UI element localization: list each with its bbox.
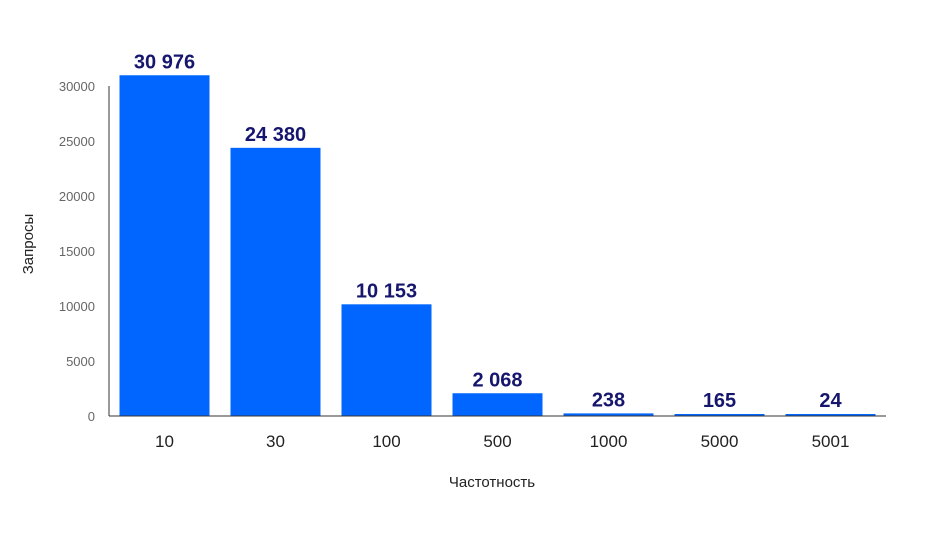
bar-10 [119,75,210,416]
x-tick-label: 5000 [701,432,739,451]
bar-1000 [563,413,654,416]
x-tick-label: 10 [155,432,174,451]
x-tick-label: 30 [266,432,285,451]
bar-100 [341,304,432,416]
data-labels: 30 976 24 380 10 153 2 068 238 165 24 [134,51,843,412]
y-tick-label: 5000 [66,354,95,369]
y-tick-label: 20000 [59,189,95,204]
y-tick-label: 25000 [59,134,95,149]
data-label: 238 [592,389,625,411]
data-label: 2 068 [472,369,522,391]
x-tick-label: 5001 [812,432,850,451]
data-label: 24 380 [245,124,306,146]
bars [119,75,876,416]
y-axis-label: Запросы [20,214,37,275]
data-label: 10 153 [356,280,417,302]
data-label: 165 [703,390,736,412]
bar-5001 [785,414,876,416]
y-tick-label: 15000 [59,244,95,259]
x-tick-label: 500 [483,432,511,451]
bar-500 [452,393,543,416]
x-axis-label: Частотность [449,474,535,491]
y-axis-ticks: 0 5000 10000 15000 20000 25000 30000 [59,79,95,424]
x-axis-ticks: 10 30 100 500 1000 5000 5001 [155,432,849,451]
x-tick-label: 100 [372,432,400,451]
x-tick-label: 1000 [590,432,628,451]
y-tick-label: 30000 [59,79,95,94]
y-tick-label: 10000 [59,299,95,314]
y-tick-label: 0 [88,409,95,424]
data-label: 30 976 [134,51,195,73]
bar-30 [230,147,321,416]
bar-5000 [674,414,765,416]
data-label: 24 [819,390,842,412]
